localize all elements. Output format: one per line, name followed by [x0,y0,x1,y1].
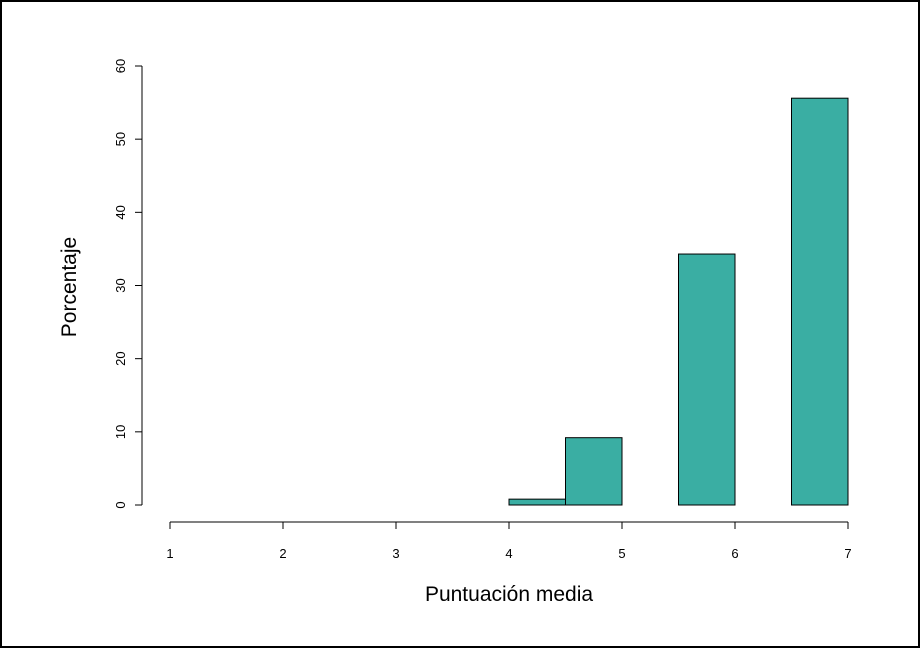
x-axis: 1 2 3 4 5 6 7 [166,521,852,561]
x-tick-label-1: 1 [166,546,173,561]
y-tick-label-50: 50 [113,132,128,146]
y-axis: 0 10 20 30 40 50 60 [113,59,143,509]
y-tick-label-40: 40 [113,205,128,219]
y-axis-title: Porcentaje [58,237,81,337]
x-tick-label-3: 3 [392,546,399,561]
histogram-bar-2 [565,437,623,506]
y-tick-label-0: 0 [113,501,128,508]
y-tick-label-20: 20 [113,351,128,365]
x-tick-label-5: 5 [618,546,625,561]
x-tick-label-4: 4 [505,546,512,561]
y-tick-label-30: 30 [113,278,128,292]
histogram-bar-1 [508,498,566,506]
x-tick-label-7: 7 [844,546,851,561]
x-axis-title: Puntuación media [425,583,593,606]
bars-group [508,97,849,506]
x-tick-label-6: 6 [731,546,738,561]
x-tick-label-2: 2 [279,546,286,561]
y-tick-label-10: 10 [113,425,128,439]
histogram-bar-4 [791,97,849,506]
histogram-bar-3 [678,253,736,506]
y-tick-label-60: 60 [113,59,128,73]
